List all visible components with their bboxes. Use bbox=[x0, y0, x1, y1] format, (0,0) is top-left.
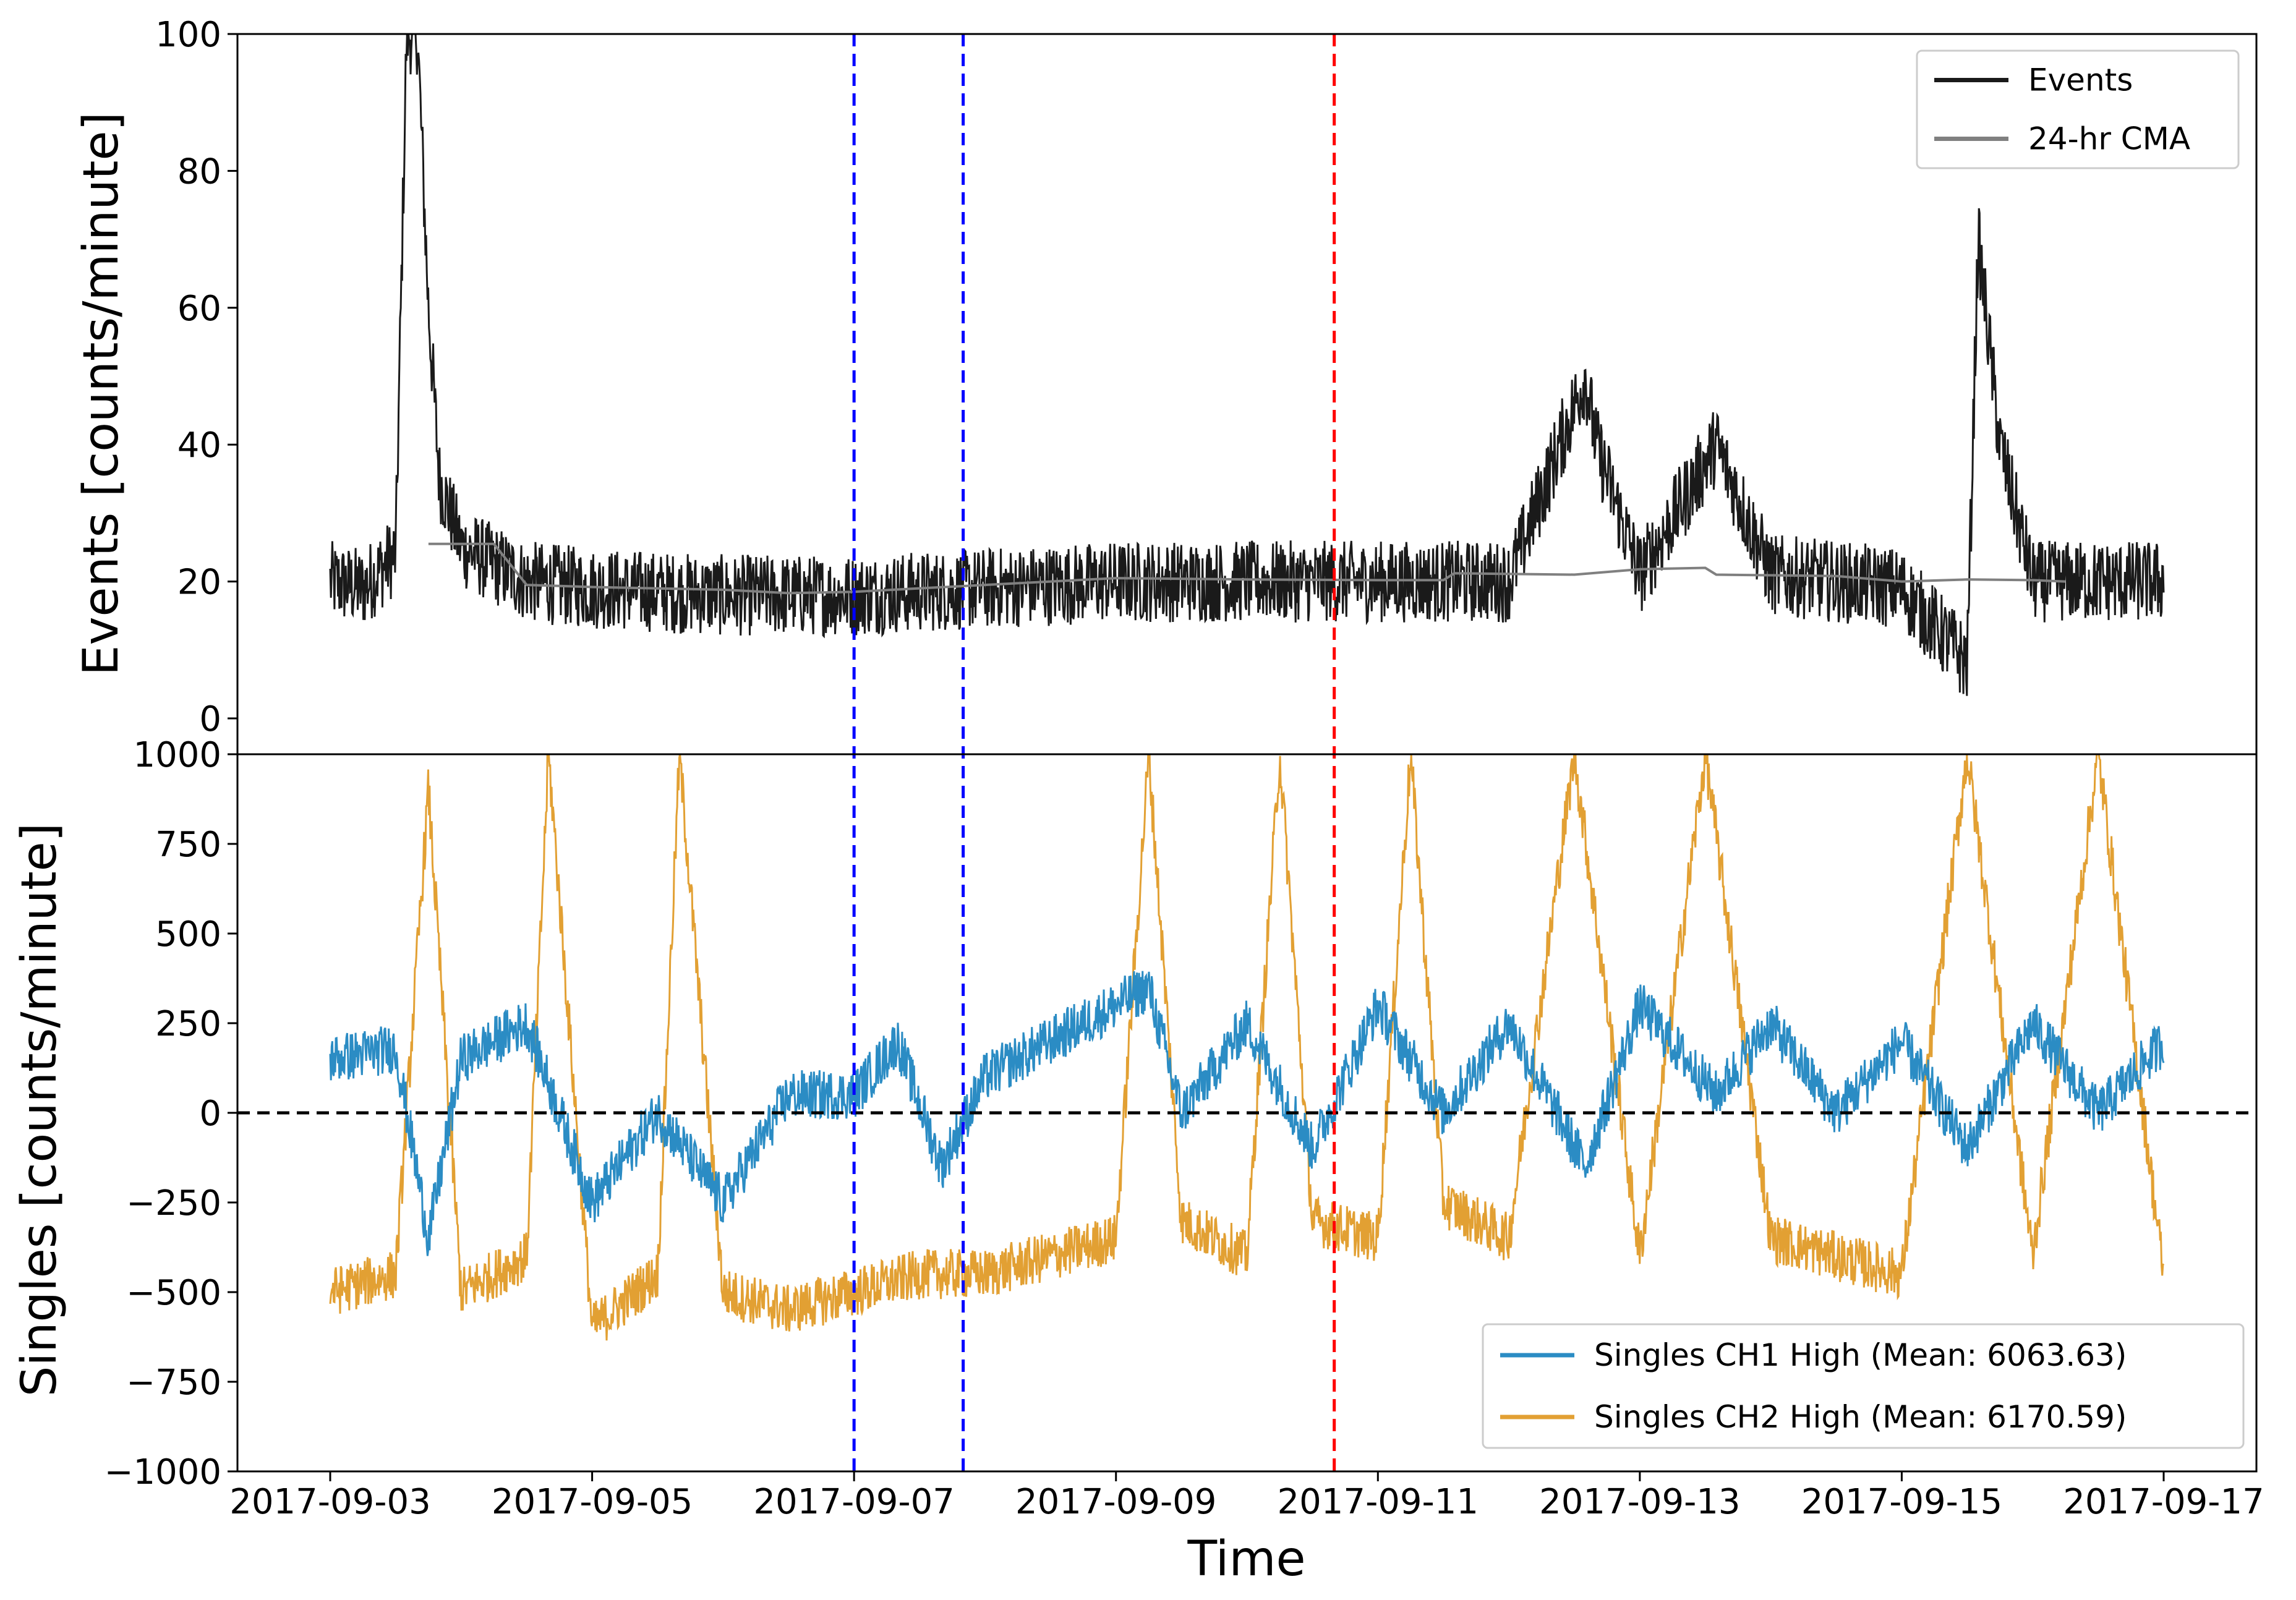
singles-legend-label: Singles CH2 High (Mean: 6170.59) bbox=[1594, 1399, 2127, 1435]
xtick-label: 2017-09-03 bbox=[229, 1482, 430, 1522]
singles-legend-box bbox=[1482, 1323, 2245, 1449]
ticks: 0 20 40 60 80 100 −1000 −750 −500 −250 0 250 500 750 1… bbox=[105, 15, 2264, 1522]
events-ytick-label: 60 bbox=[177, 289, 221, 329]
xtick-label: 2017-09-09 bbox=[1015, 1482, 1216, 1522]
reference-lines bbox=[237, 34, 2256, 1471]
events-legend-label: Events bbox=[2028, 62, 2133, 98]
events-ytick-label: 100 bbox=[155, 15, 221, 55]
singles-y-axis-label: Singles [counts/minute] bbox=[12, 823, 67, 1397]
legends: Events 24-hr CMA Singles CH1 High (Mean: 6… bbox=[1482, 49, 2245, 1449]
singles-legend-label: Singles CH1 High (Mean: 6063.63) bbox=[1594, 1337, 2127, 1373]
singles-ytick-label: 250 bbox=[155, 1004, 221, 1044]
events-legend-label: 24-hr CMA bbox=[2028, 121, 2190, 157]
xtick-label: 2017-09-17 bbox=[2063, 1482, 2264, 1522]
singles-ytick-label: −750 bbox=[126, 1363, 221, 1403]
events-legend: Events 24-hr CMA bbox=[1916, 49, 2240, 169]
singles-ytick-label: 1000 bbox=[133, 735, 221, 775]
singles-legend: Singles CH1 High (Mean: 6063.63) Singles … bbox=[1482, 1323, 2245, 1449]
xtick-label: 2017-09-05 bbox=[492, 1482, 693, 1522]
singles-ytick-label: 500 bbox=[155, 914, 221, 955]
x-axis-label: Time bbox=[1187, 1531, 1306, 1587]
singles-ytick-label: 750 bbox=[155, 825, 221, 865]
events-ytick-label: 80 bbox=[177, 151, 221, 192]
xtick-label: 2017-09-15 bbox=[1801, 1482, 2002, 1522]
singles-ch1-series-line bbox=[329, 971, 2165, 1256]
singles-ytick-label: −1000 bbox=[105, 1452, 221, 1492]
events-ytick-label: 0 bbox=[199, 699, 221, 739]
xtick-label: 2017-09-13 bbox=[1539, 1482, 1740, 1522]
singles-ytick-label: −500 bbox=[126, 1273, 221, 1313]
singles-panel-series bbox=[329, 754, 2165, 1341]
events-series-line bbox=[329, 34, 2165, 696]
events-ytick-label: 20 bbox=[177, 563, 221, 603]
singles-ch2-series-line bbox=[329, 754, 2165, 1341]
events-y-axis-label: Events [counts/minute] bbox=[74, 112, 129, 676]
xtick-label: 2017-09-11 bbox=[1278, 1482, 1479, 1522]
singles-ytick-label: −250 bbox=[126, 1183, 221, 1223]
events-ytick-label: 40 bbox=[177, 425, 221, 466]
xtick-label: 2017-09-07 bbox=[753, 1482, 954, 1522]
singles-ytick-label: 0 bbox=[199, 1094, 221, 1134]
events-panel-series bbox=[329, 34, 2165, 696]
cma-series-line bbox=[428, 542, 2066, 595]
